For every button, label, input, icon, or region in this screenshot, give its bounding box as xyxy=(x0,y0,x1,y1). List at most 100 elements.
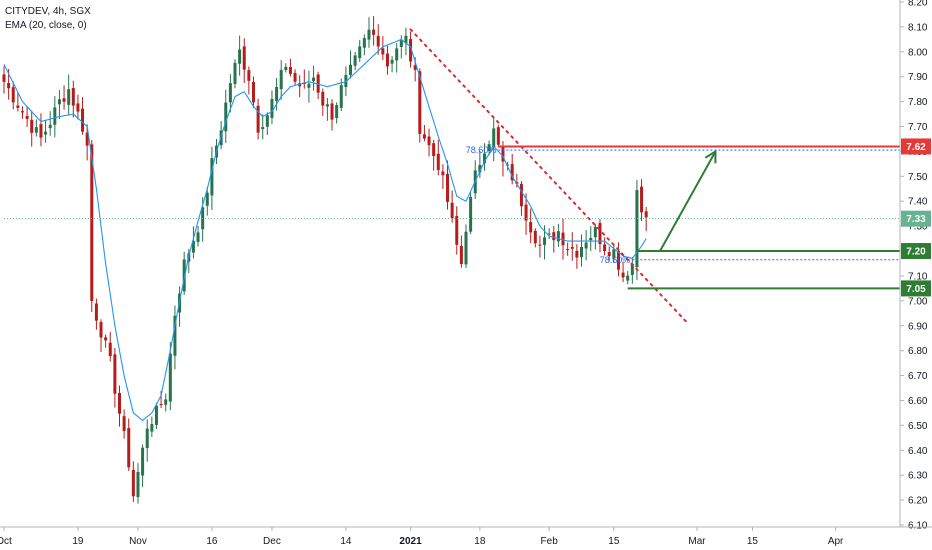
candle xyxy=(251,76,255,108)
symbol-title[interactable]: CITYDEV, 4h, SGX xyxy=(5,6,91,17)
candle-body xyxy=(455,215,459,245)
candle-body xyxy=(390,59,394,64)
candle xyxy=(487,140,491,156)
candle-body xyxy=(238,49,242,64)
candle xyxy=(196,225,200,247)
candle-body xyxy=(11,87,15,103)
candle xyxy=(427,128,431,157)
candle-body xyxy=(136,471,140,498)
candle-body xyxy=(108,342,112,357)
candle xyxy=(353,51,357,71)
candle-body xyxy=(191,240,195,253)
candle-body xyxy=(482,153,486,164)
candle-body xyxy=(265,115,269,127)
candle xyxy=(399,35,403,59)
candle xyxy=(127,418,131,471)
candle-body xyxy=(533,230,537,244)
candle-body xyxy=(330,103,334,120)
candle-body xyxy=(362,38,366,48)
candle-body xyxy=(44,131,48,135)
candle xyxy=(191,226,195,259)
candle-body xyxy=(547,233,551,235)
candle xyxy=(39,113,43,147)
candle xyxy=(67,74,71,115)
candle xyxy=(635,180,639,280)
candle xyxy=(164,393,168,412)
price-badge-label: 7.33 xyxy=(906,214,926,225)
time-axis[interactable]: Oct 19 Nov 16 Dec 14 2021 18 Feb 15 Mar 15 Apr xyxy=(0,526,932,547)
candle-body xyxy=(279,69,283,90)
price-tick-label: 7.00 xyxy=(908,296,928,307)
candle xyxy=(589,226,593,252)
candle-body xyxy=(154,405,158,425)
level-price-badge: 7.20 xyxy=(901,243,931,260)
candle xyxy=(362,34,366,56)
time-tick-label: 16 xyxy=(206,536,218,547)
time-tick-label: Apr xyxy=(828,536,844,547)
candle xyxy=(556,223,560,247)
price-badge-bg xyxy=(901,210,931,227)
candle xyxy=(113,348,117,408)
candle-body xyxy=(496,127,500,145)
price-badge-bg xyxy=(901,280,931,297)
candle-body xyxy=(575,250,579,258)
candle xyxy=(321,88,325,116)
candle-body xyxy=(261,127,265,130)
candle-body xyxy=(538,244,542,246)
price-axis[interactable]: 8.208.108.007.907.807.707.607.507.407.30… xyxy=(899,0,931,532)
candle-body xyxy=(99,322,103,338)
candle-body xyxy=(168,353,172,402)
candle-body xyxy=(427,136,431,146)
candle xyxy=(630,257,634,284)
candle-body xyxy=(607,252,611,257)
candle xyxy=(376,24,380,55)
candle-body xyxy=(469,196,473,232)
candle-body xyxy=(450,202,454,219)
candle-body xyxy=(441,171,445,176)
candle-body xyxy=(196,232,200,242)
candle-body xyxy=(552,232,556,241)
candle xyxy=(205,186,209,216)
arrow-head xyxy=(704,149,717,164)
indicator-title[interactable]: EMA (20, close, 0) xyxy=(5,20,87,31)
candle-body xyxy=(464,231,468,265)
candle-body xyxy=(30,119,34,133)
candle xyxy=(418,68,422,143)
candle-body xyxy=(131,469,135,497)
overlays: 78.60% 78.60% xyxy=(3,28,900,422)
candle xyxy=(459,235,463,268)
candle xyxy=(154,402,158,429)
candle-body xyxy=(307,83,311,88)
candle-body xyxy=(404,35,408,44)
candle xyxy=(76,94,80,120)
candle xyxy=(478,150,482,178)
candle xyxy=(570,232,574,261)
candle xyxy=(339,78,343,112)
candle xyxy=(270,90,274,125)
candle-body xyxy=(478,164,482,173)
candle-body xyxy=(556,231,560,242)
price-tick-label: 6.50 xyxy=(908,421,928,432)
candle xyxy=(288,58,292,77)
candle xyxy=(279,60,283,100)
candle-body xyxy=(589,237,593,241)
price-tick-label: 8.00 xyxy=(908,47,928,58)
candle-body xyxy=(62,98,66,102)
candle xyxy=(265,112,269,136)
candle-body xyxy=(524,204,528,221)
level-price-badge: 7.05 xyxy=(901,280,931,297)
candle xyxy=(552,225,556,253)
candle-body xyxy=(113,354,117,394)
candle-body xyxy=(621,272,625,278)
time-tick-label: 14 xyxy=(340,536,352,547)
candle xyxy=(238,35,242,76)
price-tick-label: 6.90 xyxy=(908,321,928,332)
price-badge-label: 7.05 xyxy=(906,284,926,295)
price-tick-label: 7.30 xyxy=(908,222,928,233)
candle-body xyxy=(580,246,583,258)
candle-body xyxy=(182,259,186,292)
candle-body xyxy=(626,275,630,281)
candle-body xyxy=(16,105,20,108)
candle-body xyxy=(53,107,57,125)
